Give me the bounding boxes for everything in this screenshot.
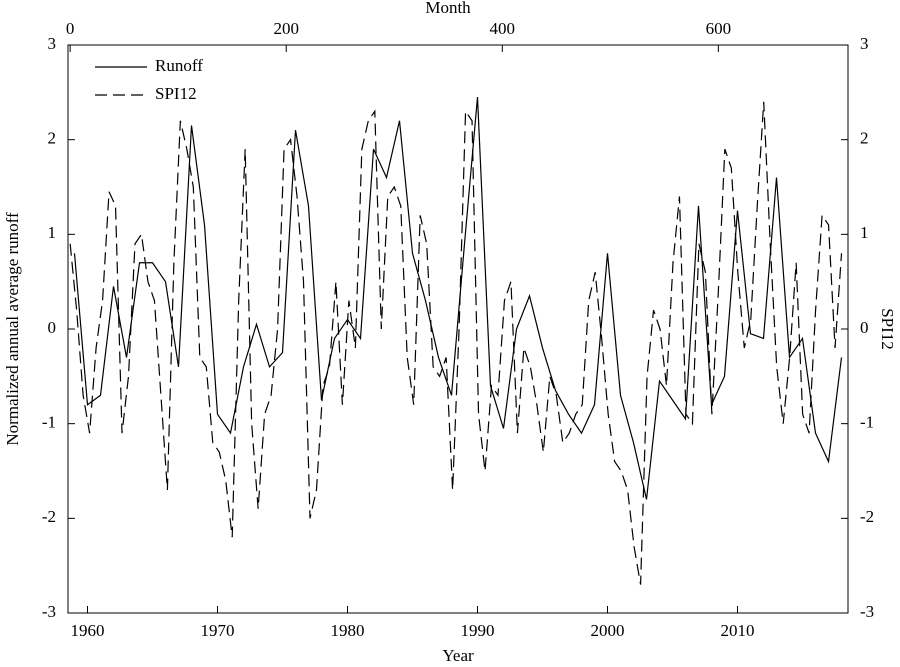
y-tick-label: 3 bbox=[48, 34, 57, 53]
y2-tick-label: 0 bbox=[860, 318, 869, 337]
legend-label: SPI12 bbox=[155, 84, 197, 103]
y-tick-label: 1 bbox=[48, 223, 57, 242]
series-line bbox=[69, 101, 843, 585]
x-tick-label: 2000 bbox=[591, 621, 625, 640]
y-tick-label: 0 bbox=[48, 318, 57, 337]
y-tick-label: -3 bbox=[42, 602, 56, 621]
y2-tick-label: 3 bbox=[860, 34, 869, 53]
y-tick-label: -2 bbox=[42, 507, 56, 526]
x2-tick-label: 0 bbox=[66, 19, 75, 38]
x2-axis-label: Month bbox=[425, 0, 471, 17]
y2-tick-label: -2 bbox=[860, 507, 874, 526]
x2-tick-label: 600 bbox=[706, 19, 732, 38]
series-line bbox=[73, 97, 843, 500]
y2-tick-label: -1 bbox=[860, 413, 874, 432]
y-tick-label: -1 bbox=[42, 413, 56, 432]
x2-tick-label: 200 bbox=[273, 19, 299, 38]
x-tick-label: 1960 bbox=[71, 621, 105, 640]
y2-axis-label: SPI12 bbox=[878, 308, 897, 350]
plot-frame bbox=[67, 44, 849, 614]
x2-tick-label: 400 bbox=[490, 19, 516, 38]
x-tick-label: 1990 bbox=[461, 621, 495, 640]
x-tick-label: 1980 bbox=[331, 621, 365, 640]
legend-label: Runoff bbox=[155, 56, 203, 75]
y2-tick-label: 1 bbox=[860, 223, 869, 242]
y-axis-label: Normalized annual average runoff bbox=[3, 212, 22, 446]
y2-tick-label: -3 bbox=[860, 602, 874, 621]
y-tick-label: 2 bbox=[48, 129, 57, 148]
x-axis-label: Year bbox=[442, 646, 474, 665]
x-tick-label: 2010 bbox=[721, 621, 755, 640]
x-tick-label: 1970 bbox=[201, 621, 235, 640]
y2-tick-label: 2 bbox=[860, 129, 869, 148]
